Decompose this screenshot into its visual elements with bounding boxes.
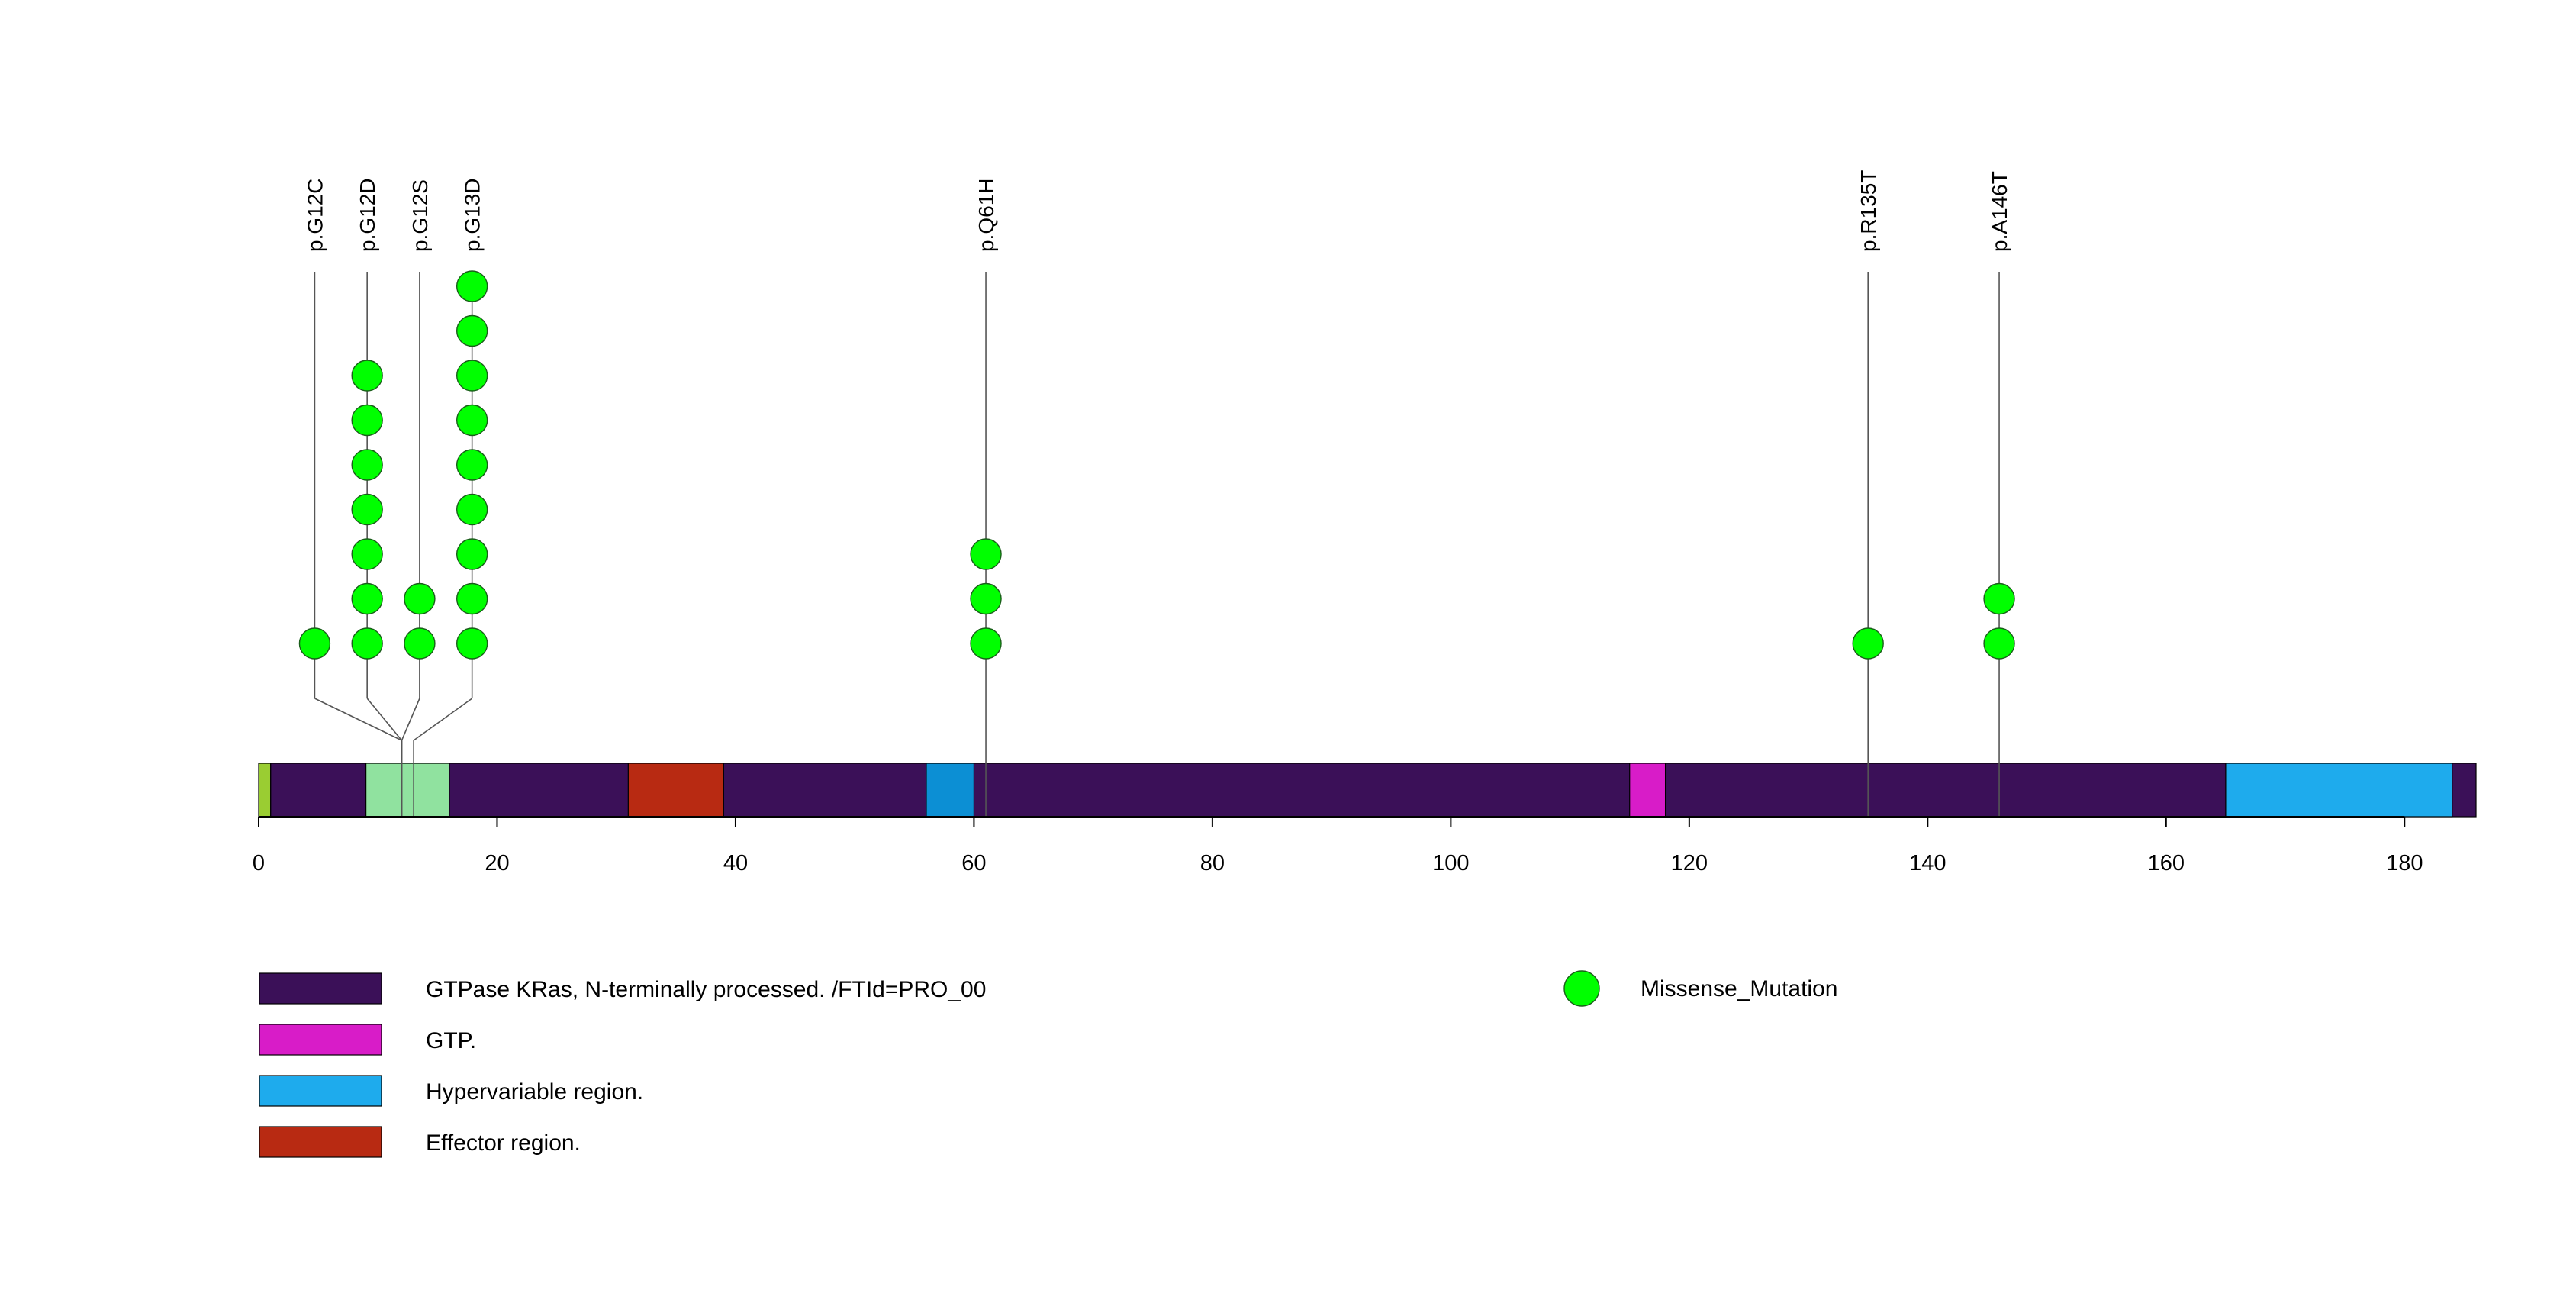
mutation-label-6: p.A146T	[1988, 171, 2011, 252]
x-tick-label-2: 40	[723, 851, 748, 876]
mutation-dot-2-1	[404, 582, 436, 615]
mutation-dot-3-0	[456, 627, 488, 660]
x-tick-label-0: 0	[253, 851, 265, 876]
mutation-label-2: p.G12S	[408, 179, 432, 252]
x-tick-label-8: 160	[2148, 851, 2185, 876]
mutation-dot-4-2	[970, 538, 1002, 570]
mutation-dots	[298, 270, 2015, 660]
protein-domain-bar	[258, 763, 2477, 818]
mutation-dot-2-0	[404, 627, 436, 660]
mutation-dot-6-1	[1983, 582, 2015, 615]
domain-segment-4	[926, 763, 975, 818]
x-axis: 0 20 40 60 80 100 120 140 160 180	[253, 816, 2423, 876]
mutation-dot-0-0	[298, 627, 331, 660]
mutation-dot-1-6	[351, 360, 383, 392]
legend-mutation-label: Missense_Mutation	[1641, 976, 1837, 1001]
mutation-dot-4-1	[970, 582, 1002, 615]
legend-swatch-2	[259, 1075, 382, 1107]
mutation-dot-1-2	[351, 538, 383, 570]
domain-segment-0	[270, 763, 2477, 818]
mutation-dot-3-5	[456, 404, 488, 437]
mutation-dot-4-0	[970, 627, 1002, 660]
mutation-label-0: p.G12C	[303, 179, 327, 252]
mutation-dot-1-4	[351, 449, 383, 481]
legend-swatch-0	[259, 972, 382, 1005]
x-tick-label-4: 80	[1200, 851, 1225, 876]
legend-label-2: Hypervariable region.	[426, 1079, 643, 1105]
x-tick-label-1: 20	[485, 851, 509, 876]
mutation-dot-1-1	[351, 582, 383, 615]
mutation-label-5: p.R135T	[1856, 170, 1880, 252]
mutation-dot-3-7	[456, 314, 488, 347]
domain-segment-3	[627, 763, 724, 818]
legend-swatch-1	[259, 1024, 382, 1056]
mutation-dot-3-6	[456, 360, 488, 392]
mutation-dot-3-2	[456, 538, 488, 570]
domain-segment-6	[2225, 763, 2453, 818]
domain-segment-5	[1629, 763, 1666, 818]
x-tick-label-9: 180	[2386, 851, 2423, 876]
legend-swatch-3	[259, 1126, 382, 1158]
mutation-connector-2	[401, 698, 420, 817]
mutation-connectors	[314, 698, 473, 817]
legend: GTPase KRas, N-terminally processed. /FT…	[259, 970, 1837, 1158]
mutation-dot-1-0	[351, 627, 383, 660]
mutation-label-4: p.Q61H	[974, 179, 998, 253]
mutation-dot-6-0	[1983, 627, 2015, 660]
legend-label-0: GTPase KRas, N-terminally processed. /FT…	[426, 977, 986, 1002]
mutation-labels: p.G12C p.G12D p.G12S p.G13D p.Q61H p.R135T p.A…	[303, 170, 2011, 252]
mutation-label-3: p.G13D	[461, 179, 485, 253]
domain-segment-1	[258, 763, 272, 818]
mutation-dot-1-3	[351, 493, 383, 526]
x-tick-label-3: 60	[961, 851, 986, 876]
mutation-connector-3	[413, 698, 473, 817]
mutation-dot-1-5	[351, 404, 383, 437]
mutation-dot-3-1	[456, 582, 488, 615]
mutation-dot-3-8	[456, 270, 488, 302]
mutation-stems	[314, 272, 2000, 817]
legend-label-1: GTP.	[426, 1028, 476, 1053]
legend-label-3: Effector region.	[426, 1130, 581, 1156]
x-tick-label-6: 120	[1671, 851, 1708, 876]
x-tick-label-5: 100	[1432, 851, 1469, 876]
mutation-label-1: p.G12D	[356, 178, 379, 252]
mutation-dot-3-4	[456, 449, 488, 481]
mutation-dot-5-0	[1852, 627, 1884, 660]
legend-mutation-dot	[1563, 970, 1600, 1007]
domain-segment-2	[365, 763, 450, 818]
x-tick-label-7: 140	[1909, 851, 1946, 876]
mutation-dot-3-3	[456, 493, 488, 526]
